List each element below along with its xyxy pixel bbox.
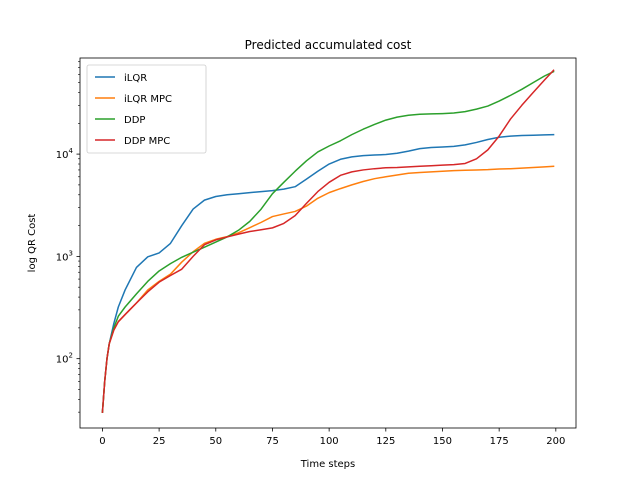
legend-label-2: DDP (124, 115, 145, 126)
x-tick-label-5: 125 (376, 436, 395, 447)
x-tick-label-4: 100 (320, 436, 339, 447)
plot-frame (79, 57, 577, 429)
legend-box (86, 64, 207, 154)
y-axis-label: log QR Cost (27, 214, 38, 273)
x-tick-label-6: 150 (433, 436, 452, 447)
legend-label-0: iLQR (124, 73, 147, 84)
x-tick-label-7: 175 (490, 436, 509, 447)
series-line-0 (101, 133, 555, 413)
series-lines (101, 69, 555, 413)
x-axis-label: Time steps (300, 459, 356, 470)
x-tick-label-8: 200 (546, 436, 565, 447)
chart-title: Predicted accumulated cost (245, 38, 412, 52)
legend-label-1: iLQR MPC (124, 94, 172, 105)
series-line-3 (101, 69, 555, 413)
x-tick-label-1: 25 (153, 436, 166, 447)
x-tick-label-3: 75 (266, 436, 279, 447)
legend: iLQR iLQR MPC DDP DDP MPC (86, 64, 207, 154)
x-tick-label-2: 50 (209, 436, 222, 447)
series-line-2 (101, 70, 555, 413)
legend-label-3: DDP MPC (124, 136, 170, 147)
x-tick-label-0: 0 (99, 436, 105, 447)
